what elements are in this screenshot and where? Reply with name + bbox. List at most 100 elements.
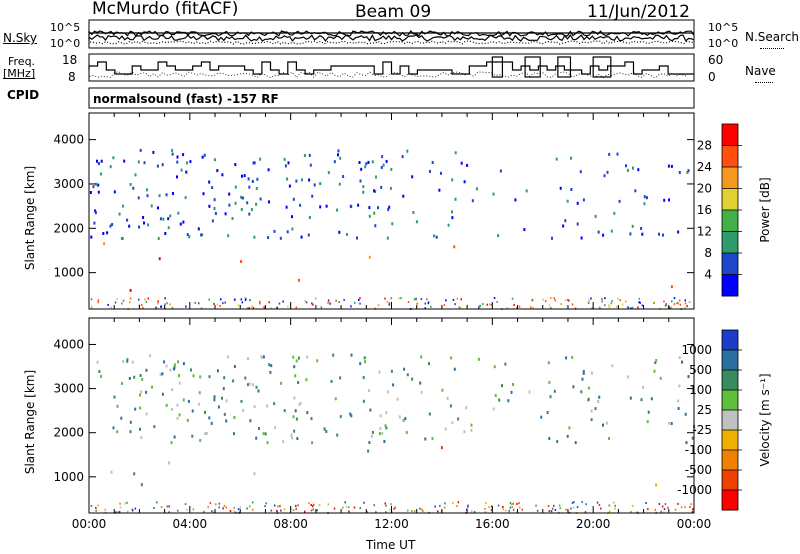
power-sparse-point xyxy=(182,153,185,157)
power-sparse-point xyxy=(139,148,142,152)
velocity-sparse-point xyxy=(369,408,372,412)
velocity-ground-point xyxy=(348,506,350,509)
power-ground-point xyxy=(122,299,125,302)
velocity-ground-point xyxy=(572,506,575,509)
power-sparse-point xyxy=(283,157,286,161)
velocity-ground-point xyxy=(203,510,205,513)
velocity-ground-point xyxy=(177,509,179,512)
velocity-sparse-point xyxy=(668,421,671,425)
power-ground-point xyxy=(107,303,109,306)
velocity-colorbar-swatch xyxy=(722,330,738,351)
power-sparse-point xyxy=(338,182,341,186)
time-axis-labels: 00:00 04:00 08:00 12:00 16:00 20:00 00:00 xyxy=(72,517,712,531)
power-ground-point xyxy=(249,299,251,302)
power-ground-point xyxy=(591,307,593,310)
velocity-sparse-point xyxy=(594,407,597,411)
velocity-ground-point xyxy=(312,508,314,511)
velocity-sparse-point xyxy=(161,392,164,396)
velocity-ground-point xyxy=(264,505,266,508)
power-sparse-point xyxy=(677,230,680,234)
velocity-sparse-point xyxy=(381,431,384,435)
power-ground-point xyxy=(560,303,562,305)
velocity-sparse-point xyxy=(640,398,643,402)
velocity-sparse-point xyxy=(126,359,129,363)
velocity-sparse-point xyxy=(402,418,405,422)
power-point xyxy=(453,245,456,249)
power-ground-point xyxy=(208,298,210,301)
velocity-sparse-point xyxy=(602,423,604,427)
power-ground-point xyxy=(590,297,592,300)
power-sparse-point xyxy=(616,152,619,156)
power-ground-point xyxy=(459,306,462,309)
velocity-ground-point xyxy=(304,510,306,513)
power-sparse-point xyxy=(308,216,311,219)
velocity-sparse-point xyxy=(378,432,381,436)
power-sparse-point xyxy=(113,190,116,194)
power-sparse-point xyxy=(123,159,126,163)
power-ground-point xyxy=(241,301,244,304)
cpid-text: normalsound (fast) -157 RF xyxy=(93,92,279,106)
velocity-ground-point xyxy=(373,504,375,507)
power-ground-point xyxy=(329,302,331,305)
velocity-colorbar-swatch xyxy=(722,370,738,391)
power-ground-point xyxy=(390,297,393,300)
power-sparse-point xyxy=(603,174,606,178)
velocity-ground-point xyxy=(518,506,521,509)
power-sparse-point xyxy=(176,155,179,159)
velocity-ground-point xyxy=(251,501,254,504)
velocity-ground-point xyxy=(630,511,632,513)
velocity-sparse-point xyxy=(420,390,423,394)
velocity-ground-point xyxy=(677,502,679,505)
power-sparse-point xyxy=(415,220,418,224)
velocity-sparse-point xyxy=(590,409,593,413)
velocity-ground-point xyxy=(559,507,561,510)
power-ground-point xyxy=(420,298,423,301)
power-ground-point xyxy=(259,302,261,305)
velocity-sparse-point xyxy=(364,360,366,364)
power-sparse-point xyxy=(451,178,454,182)
velocity-sparse-point xyxy=(687,375,690,379)
velocity-sparse-point xyxy=(177,360,179,364)
power-sparse-point xyxy=(247,177,250,181)
velocity-ground-point xyxy=(439,504,441,507)
power-ground-point xyxy=(121,302,123,305)
power-ground-point xyxy=(684,302,687,305)
velocity-sparse-point xyxy=(210,421,213,425)
velocity-sparse-point xyxy=(280,381,283,385)
power-sparse-point xyxy=(303,154,306,157)
velocity-ground-point xyxy=(609,510,611,513)
velocity-sparse-point xyxy=(451,421,454,425)
velocity-sparse-point xyxy=(305,378,308,382)
power-ground-point xyxy=(567,298,569,301)
power-sparse-point xyxy=(159,217,162,221)
velocity-point xyxy=(367,449,370,453)
velocity-ground-point xyxy=(353,506,356,509)
power-sparse-point xyxy=(213,207,216,210)
velocity-ground-point xyxy=(394,506,396,509)
velocity-sparse-point xyxy=(605,421,608,425)
velocity-sparse-point xyxy=(591,371,593,375)
power-ground-point xyxy=(637,306,639,309)
velocity-colorbar-swatch xyxy=(722,410,738,431)
velocity-sparse-point xyxy=(379,414,382,418)
power-sparse-point xyxy=(338,230,341,234)
power-ground-point xyxy=(427,301,430,304)
power-colorbar-tick-label: 28 xyxy=(697,139,712,153)
velocity-ground-point xyxy=(212,511,215,514)
station-title: McMurdo (fitACF) xyxy=(92,0,239,19)
power-sparse-point xyxy=(667,164,670,168)
power-sparse-point xyxy=(157,206,159,210)
velocity-sparse-point xyxy=(173,435,176,439)
power-sparse-point xyxy=(96,159,98,163)
velocity-ground-point xyxy=(248,505,251,508)
velocity-ground-point xyxy=(391,511,393,513)
power-ground-point xyxy=(619,299,621,302)
velocity-sparse-point xyxy=(384,424,387,428)
power-colorbar: 4 8 12 16 20 24 28 xyxy=(697,123,742,297)
velocity-ground-point xyxy=(218,506,220,509)
velocity-sparse-point xyxy=(528,390,531,394)
velocity-ground-point xyxy=(565,508,567,511)
freq-plot xyxy=(88,53,695,82)
power-sparse-point xyxy=(463,180,466,184)
power-ground-point xyxy=(608,304,610,307)
